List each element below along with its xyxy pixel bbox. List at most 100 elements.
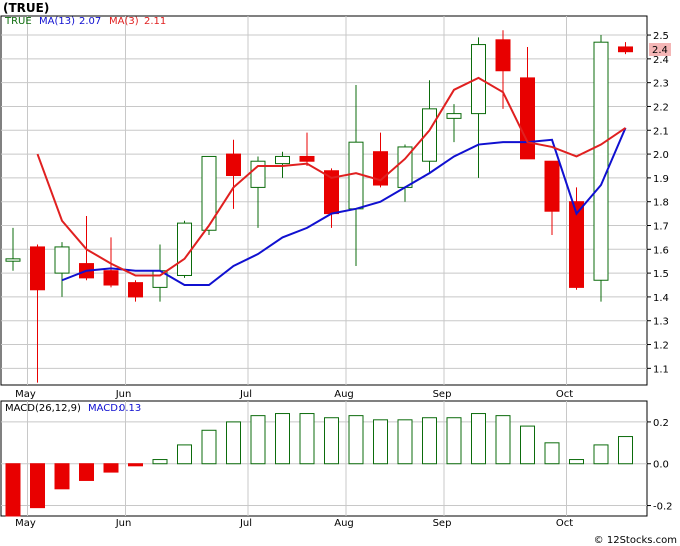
macd-bar: [373, 419, 388, 465]
macd-histogram: [5, 413, 633, 517]
macd-bar: [275, 413, 290, 465]
price-ytick-label: 2.2: [653, 102, 669, 113]
candle-body: [275, 155, 290, 165]
candle-body: [201, 155, 217, 231]
macd-bar: [177, 444, 192, 465]
price-y-axis: 1.1 1.2 1.3 1.4 1.5 1.6 1.7 1.8 1.9 2.0 2.1 2.2 2.3 2…: [647, 31, 669, 375]
candle-body: [569, 201, 584, 288]
legend-ma13-label: MA(13): [39, 16, 75, 27]
legend-ma13-value: 2.07: [79, 16, 101, 27]
macd-bar: [54, 463, 70, 490]
x-axis-months-top: May Jun Jul Aug Sep Oct: [15, 389, 573, 400]
price-ytick-label: 1.5: [653, 269, 669, 280]
legend-ma3-value: 2.11: [144, 16, 166, 27]
candle-body: [177, 222, 192, 276]
legend-ma3-label: MA(3): [109, 16, 139, 27]
last-price-text: 2.4: [652, 45, 668, 56]
x-axis-months-bottom: May Jun Jul Aug Sep Oct: [15, 518, 573, 529]
price-ytick-label: 2.4: [653, 55, 669, 66]
candle-body: [446, 113, 462, 119]
ma3-line: [36, 76, 627, 277]
price-panel: 1.1 1.2 1.3 1.4 1.5 1.6 1.7 1.8 1.9 2.0 2.1 2.2 2.3 2…: [0, 15, 671, 386]
macd-bar: [79, 463, 94, 481]
macd-bar: [397, 419, 413, 465]
macd-bar: [495, 415, 511, 465]
month-label-bottom: Aug: [334, 518, 354, 529]
price-candles: [5, 30, 633, 383]
macd-bar: [618, 436, 633, 465]
candle-body: [226, 153, 241, 177]
month-label-top: Aug: [334, 389, 354, 400]
macd-bar: [250, 415, 266, 465]
candle-body: [299, 155, 315, 162]
last-price-label: 2.4: [649, 43, 671, 56]
price-ytick-label: 2.1: [653, 126, 669, 137]
candle-body: [593, 41, 609, 281]
price-ytick-label: 2.3: [653, 79, 669, 90]
macd-bar: [128, 463, 143, 467]
month-label-top: Sep: [433, 389, 452, 400]
macd-bar: [152, 459, 168, 465]
candle-body: [422, 108, 437, 162]
macd-bar: [348, 415, 364, 465]
macd-bar: [324, 417, 339, 465]
month-label-bottom: Jul: [239, 518, 252, 529]
macd-bar: [520, 425, 535, 465]
price-ytick-label: 1.7: [653, 221, 669, 232]
month-label-bottom: Oct: [556, 518, 573, 529]
month-label-bottom: Sep: [433, 518, 452, 529]
macd-ytick-label: 0.0: [653, 460, 669, 471]
ma13-line: [61, 127, 627, 287]
legend-symbol: TRUE: [4, 16, 32, 27]
price-legend: TRUE MA(13) 2.07 MA(3) 2.11: [4, 16, 166, 27]
candle-body: [128, 282, 143, 298]
macd-y-axis: -0.2 0.0 0.2: [647, 418, 673, 513]
macd-bar: [103, 463, 119, 473]
candle-body: [5, 258, 21, 262]
price-ytick-label: 1.2: [653, 341, 669, 352]
macd-bar: [226, 421, 241, 465]
macd-bar: [5, 463, 21, 517]
macd-ytick-label: -0.2: [653, 502, 673, 513]
price-ytick-label: 1.4: [653, 293, 669, 304]
month-label-top: May: [15, 389, 36, 400]
macd-bar: [593, 444, 609, 465]
macd-bar: [569, 459, 584, 465]
price-ytick-label: 2.0: [653, 150, 669, 161]
chart-title: (TRUE): [3, 1, 49, 15]
price-ytick-label: 1.8: [653, 198, 669, 209]
candle-body: [103, 270, 119, 286]
price-ytick-label: 1.3: [653, 317, 669, 328]
candle-body: [618, 46, 633, 53]
macd-bar: [544, 442, 560, 465]
macd-bar: [299, 413, 315, 465]
macd-panel: -0.2 0.0 0.2 MACD(26,12,9) MACD: 0.13: [0, 400, 673, 517]
credit-text: © 12Stocks.com: [594, 535, 677, 546]
price-gridlines: [1, 16, 647, 385]
price-ytick-label: 1.6: [653, 245, 669, 256]
candle-body: [495, 39, 511, 72]
macd-bar: [471, 413, 486, 465]
month-label-top: Jun: [115, 389, 132, 400]
month-label-bottom: May: [15, 518, 36, 529]
candle-body: [471, 44, 486, 115]
month-label-bottom: Jun: [115, 518, 132, 529]
candle-body: [54, 246, 70, 274]
macd-legend-label: MACD:: [88, 403, 121, 414]
month-label-top: Jul: [239, 389, 252, 400]
macd-bar: [30, 463, 45, 509]
candle-body: [520, 77, 535, 160]
macd-bar: [201, 429, 217, 465]
candle-body: [30, 246, 45, 291]
macd-legend-value: 0.13: [119, 403, 141, 414]
macd-ytick-label: 0.2: [653, 418, 669, 429]
price-ytick-label: 2.5: [653, 31, 669, 42]
macd-bar: [446, 417, 462, 465]
price-ytick-label: 1.9: [653, 174, 669, 185]
macd-bar: [422, 417, 437, 465]
last-price-box: [649, 43, 671, 56]
macd-legend-title: MACD(26,12,9): [5, 403, 81, 414]
macd-legend: MACD(26,12,9) MACD: 0.13: [5, 403, 141, 414]
candle-body: [544, 160, 560, 212]
